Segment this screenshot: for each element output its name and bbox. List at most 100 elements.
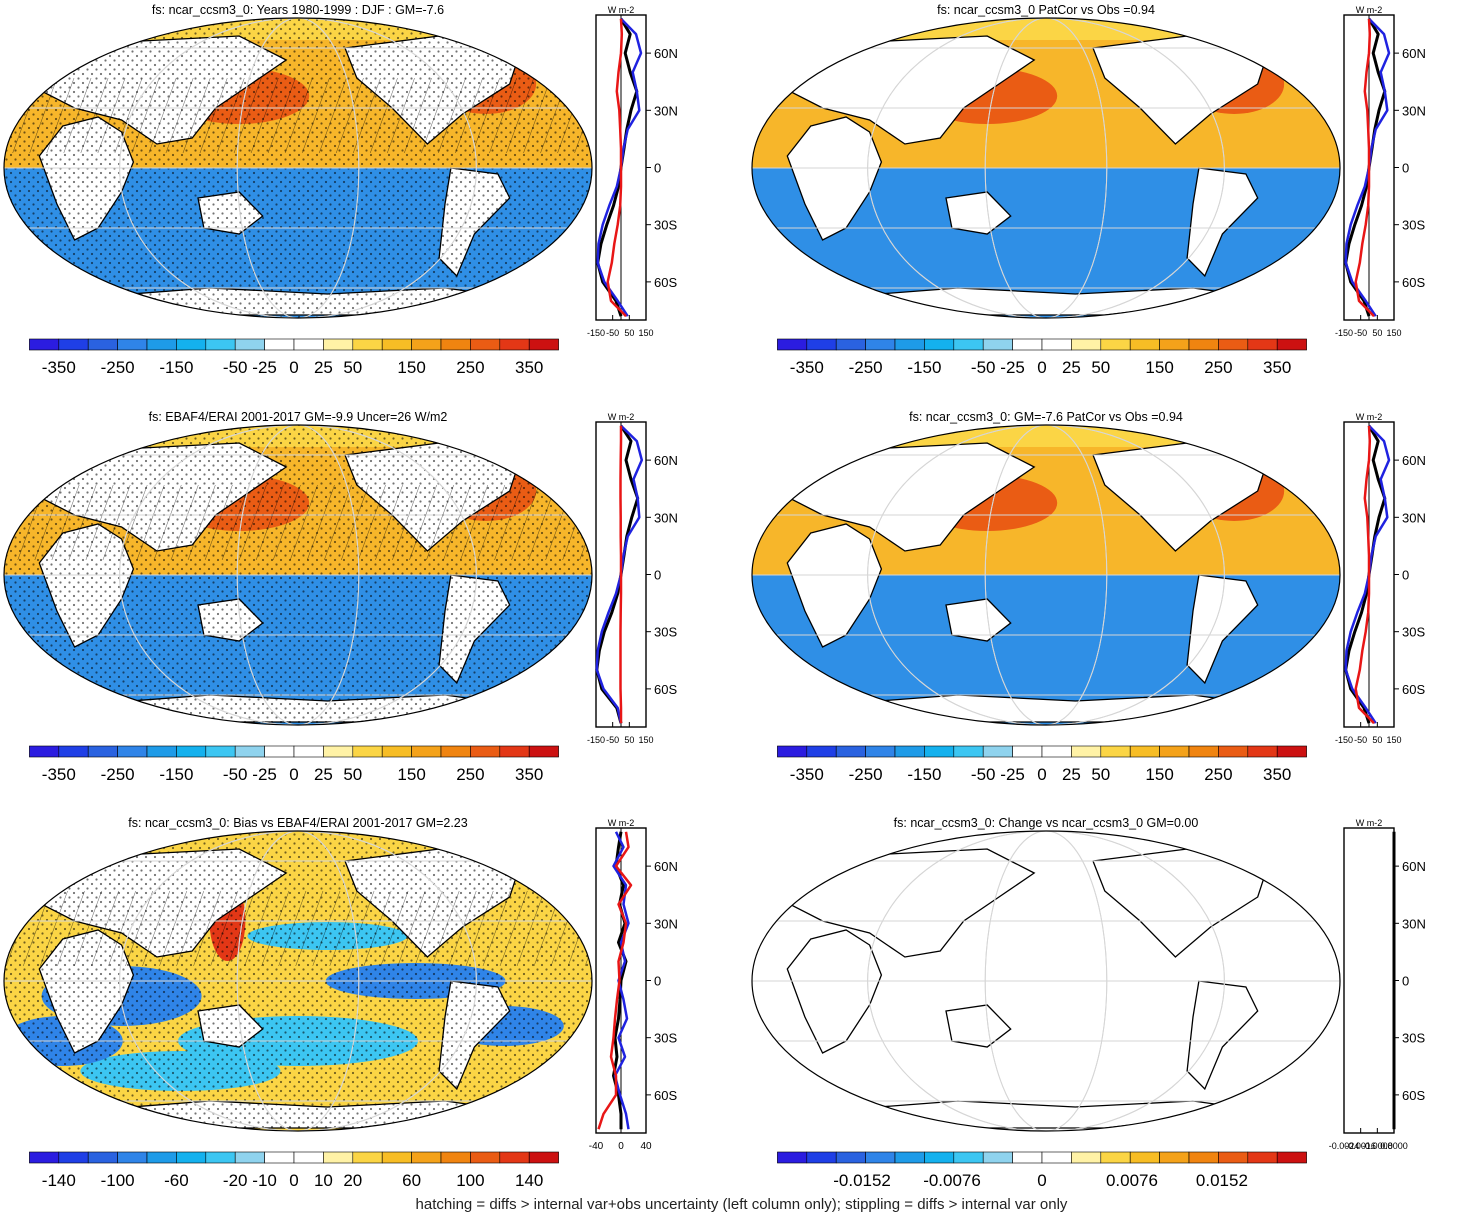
profile-y-tick-label: 60N — [654, 859, 678, 874]
profile-y-tick-label: 60S — [654, 275, 677, 290]
profile-series-line — [1354, 18, 1375, 318]
profile-x-tick-label: 150 — [1386, 735, 1401, 745]
colorbar-tick-label: 0 — [1037, 1171, 1046, 1190]
colorbar-swatch — [146, 1151, 177, 1164]
profile-x-tick-label: -50 — [606, 328, 619, 338]
profile-x-tick-label: -50 — [1354, 735, 1367, 745]
colorbar-tick-label: -350 — [790, 765, 824, 784]
colorbar-swatch — [924, 338, 955, 351]
colorbar-tick-label: -150 — [907, 765, 941, 784]
profile-unit-label: W m-2 — [1356, 412, 1383, 422]
profile-y-tick-label: 30N — [1402, 510, 1426, 525]
colorbar-swatch — [894, 1151, 925, 1164]
colorbar-tick-label: -250 — [849, 358, 883, 377]
colorbar-swatch — [58, 1151, 89, 1164]
colorbar-swatch — [1129, 1151, 1160, 1164]
colorbar-tick-label: -25 — [252, 358, 277, 377]
profile-y-tick-label: 30N — [654, 510, 678, 525]
profile-x-tick-label: 50 — [624, 328, 634, 338]
colorbar-swatch — [924, 745, 955, 758]
colorbar-swatch — [381, 1151, 412, 1164]
colorbar-swatch — [323, 745, 354, 758]
profile-x-tick-label: -150 — [587, 735, 605, 745]
colorbar-swatch — [499, 745, 530, 758]
colorbar-tick-label: -0.0076 — [923, 1171, 981, 1190]
hatching — [4, 485, 592, 560]
colorbar-swatch — [1041, 338, 1072, 351]
profile-unit-label: W m-2 — [608, 412, 635, 422]
colorbar-swatch — [1012, 1151, 1043, 1164]
panel-title: fs: ncar_ccsm3_0: Change vs ncar_ccsm3_0… — [894, 816, 1199, 830]
colorbar-swatch — [1071, 745, 1102, 758]
panel-title: fs: ncar_ccsm3_0: Years 1980-1999 : DJF … — [152, 3, 444, 17]
colorbar-swatch — [411, 338, 442, 351]
profile-y-tick-label: 0 — [654, 161, 661, 176]
arctic-band — [752, 18, 1340, 40]
profile-y-tick-label: 30S — [654, 218, 677, 233]
continent-outline — [780, 35, 1036, 145]
longitude-line — [119, 18, 477, 318]
colorbar-tick-label: -50 — [971, 765, 996, 784]
colorbar-swatch — [58, 745, 89, 758]
profile-unit-label: W m-2 — [1356, 5, 1383, 15]
colorbar-tick-label: 350 — [515, 358, 543, 377]
colorbar-swatch — [865, 745, 896, 758]
map-field — [4, 18, 592, 318]
profile-series-line — [619, 425, 623, 724]
profile-x-tick-label: 150 — [638, 328, 653, 338]
panel-model-patcor: fs: ncar_ccsm3_0 PatCor vs Obs =0.94 -350… — [751, 3, 1426, 377]
continent-outline — [840, 1100, 1258, 1129]
colorbar-tick-label: 0.0076 — [1106, 1171, 1158, 1190]
profile-x-tick-label: -0.0008 — [1362, 1141, 1393, 1151]
colorbar-tick-label: 50 — [343, 765, 362, 784]
longitude-line — [119, 425, 477, 725]
continent-outline — [786, 116, 883, 241]
colorbar-swatch — [1247, 745, 1278, 758]
colorbar-tick-label: -150 — [907, 358, 941, 377]
colorbar-tick-label: -0.0152 — [833, 1171, 891, 1190]
colorbar-swatch — [117, 745, 148, 758]
profile-y-tick-label: 0 — [654, 568, 661, 583]
longitude-line — [984, 18, 1108, 318]
hatching — [4, 891, 592, 966]
colorbar-swatch — [982, 745, 1013, 758]
continent-outline — [1186, 980, 1259, 1091]
colorbar-swatch — [323, 1151, 354, 1164]
colorbar-swatch — [146, 745, 177, 758]
colorbar-tick-label: 350 — [515, 765, 543, 784]
profile-unit-label: W m-2 — [608, 5, 635, 15]
colorbar-tick-label: -25 — [252, 765, 277, 784]
longitude-line — [236, 831, 360, 1131]
colorbar-tick-label: 25 — [314, 765, 333, 784]
colorbar-tick-label: -60 — [164, 1171, 189, 1190]
profile-x-tick-label: -150 — [1335, 328, 1353, 338]
colorbar-swatch — [953, 1151, 984, 1164]
colorbar-swatch — [352, 338, 383, 351]
colorbar-tick-label: 250 — [456, 765, 484, 784]
colorbar-swatch — [865, 338, 896, 351]
colorbar-swatch — [1129, 338, 1160, 351]
panel-obs: fs: EBAF4/ERAI 2001-2017 GM=-9.9 Uncer=2… — [3, 410, 678, 784]
colorbar-swatch — [470, 1151, 501, 1164]
map-border — [751, 830, 1341, 1132]
colorbar-swatch — [528, 338, 559, 351]
colorbar-swatch — [982, 1151, 1013, 1164]
longitude-line — [867, 18, 1225, 318]
colorbar-swatch — [1247, 1151, 1278, 1164]
profile-y-tick-label: 60N — [1402, 859, 1426, 874]
profile-x-tick-label: -50 — [606, 735, 619, 745]
colorbar-swatch — [234, 745, 265, 758]
colorbar-swatch — [176, 745, 207, 758]
colorbar-swatch — [470, 745, 501, 758]
colorbar-tick-label: -150 — [159, 358, 193, 377]
colorbar-swatch — [1071, 1151, 1102, 1164]
profile-y-tick-label: 60S — [1402, 682, 1425, 697]
colorbar-tick-label: 20 — [343, 1171, 362, 1190]
colorbar-tick-label: 150 — [1145, 358, 1173, 377]
map-border — [3, 424, 593, 726]
profile-unit-label: W m-2 — [1356, 818, 1383, 828]
colorbar-swatch — [234, 1151, 265, 1164]
colorbar-tick-label: 25 — [1062, 765, 1081, 784]
colorbar-swatch — [1100, 338, 1131, 351]
colorbar-swatch — [499, 338, 530, 351]
